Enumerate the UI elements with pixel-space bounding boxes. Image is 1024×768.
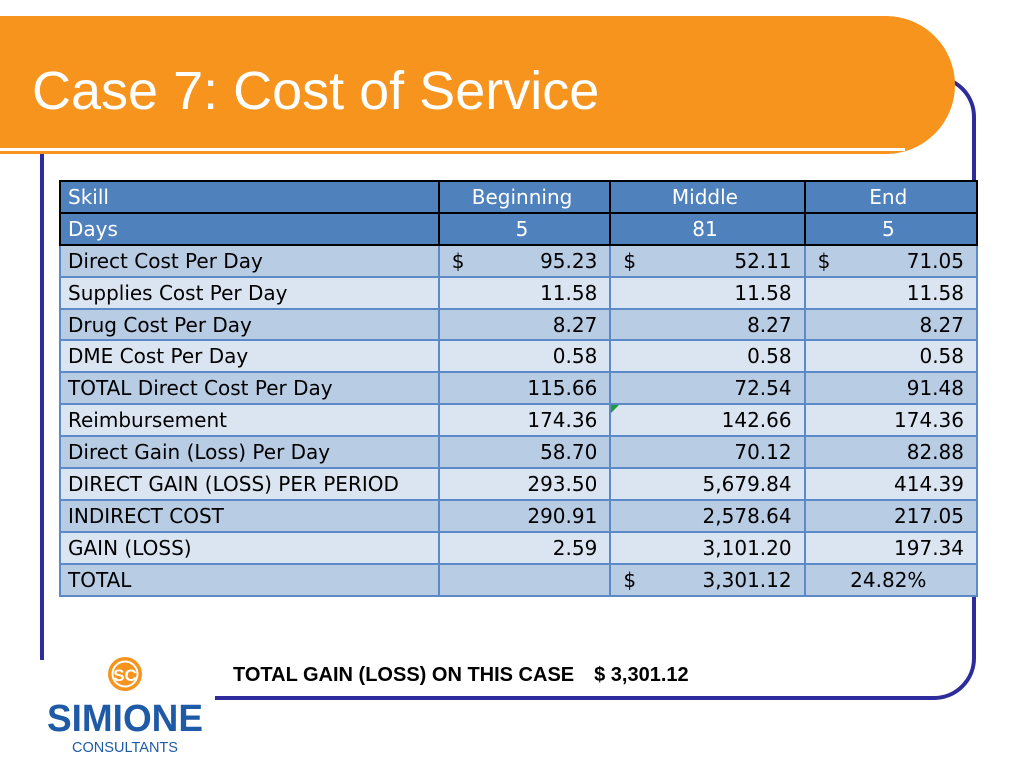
table-row: TOTAL Direct Cost Per Day 115.66 72.54 9…	[59, 371, 979, 406]
currency-symbol: $	[451, 248, 465, 273]
currency-symbol: $	[817, 248, 831, 273]
cell-value: 95.23	[540, 248, 598, 273]
title-underline	[0, 148, 905, 151]
cell-middle: 72.54	[609, 371, 806, 406]
cell-middle: 3,101.20	[609, 530, 806, 565]
table-days-row: Days 5 81 5	[59, 211, 979, 246]
days-middle: 81	[609, 211, 806, 246]
row-label: Direct Gain (Loss) Per Day	[59, 435, 440, 470]
cell-middle: 11.58	[609, 275, 806, 310]
header-middle: Middle	[609, 180, 806, 214]
frame-gap	[0, 660, 215, 768]
row-label: Supplies Cost Per Day	[59, 275, 440, 310]
logo-monogram: SC	[113, 666, 137, 685]
currency-symbol: $	[623, 248, 637, 273]
total-middle: $3,301.12	[609, 562, 806, 597]
days-label: Days	[59, 211, 440, 246]
cell-beginning: 2.59	[437, 530, 612, 565]
cell-middle: 70.12	[609, 435, 806, 470]
cell-beginning: $95.23	[437, 243, 612, 278]
currency-symbol: $	[623, 567, 637, 592]
cell-beginning: 174.36	[437, 403, 612, 438]
sc-monogram-icon: SC	[108, 657, 142, 691]
cell-beginning: 8.27	[437, 307, 612, 342]
row-label: Drug Cost Per Day	[59, 307, 440, 342]
cell-beginning: 293.50	[437, 467, 612, 501]
logo-name: SIMIONE	[47, 698, 203, 740]
row-label: GAIN (LOSS)	[59, 530, 440, 565]
cell-end: 82.88	[803, 435, 979, 470]
slide-title: Case 7: Cost of Service	[32, 61, 600, 121]
error-indicator-icon	[611, 405, 620, 414]
cell-end: 197.34	[803, 530, 979, 565]
row-label: INDIRECT COST	[59, 498, 440, 533]
cell-middle: 0.58	[609, 339, 806, 374]
table-row: Drug Cost Per Day 8.27 8.27 8.27	[59, 307, 979, 342]
total-end: 24.82%	[803, 562, 979, 597]
cell-beginning: 11.58	[437, 275, 612, 310]
summary-label: TOTAL GAIN (LOSS) ON THIS CASE	[233, 664, 575, 686]
cell-beginning: 0.58	[437, 339, 612, 374]
table-row: DIRECT GAIN (LOSS) PER PERIOD 293.50 5,6…	[59, 467, 979, 501]
title-bar: Case 7: Cost of Service	[0, 16, 955, 154]
cell-end: $71.05	[803, 243, 979, 278]
table-row: Direct Cost Per Day $95.23 $52.11 $71.05	[59, 243, 979, 278]
cell-end: 11.58	[803, 275, 979, 310]
table-row: Supplies Cost Per Day 11.58 11.58 11.58	[59, 275, 979, 310]
table-header-row: Skill Beginning Middle End	[59, 180, 979, 214]
cell-end: 174.36	[803, 403, 979, 438]
simione-consultants-logo: SC SIMIONE CONSULTANTS	[47, 657, 203, 756]
table-total-row: TOTAL $3,301.12 24.82%	[59, 562, 979, 597]
cell-middle: 2,578.64	[609, 498, 806, 533]
row-label: DIRECT GAIN (LOSS) PER PERIOD	[59, 467, 440, 501]
table-row: Reimbursement 174.36 142.66 174.36	[59, 403, 979, 438]
summary-amount: $ 3,301.12	[594, 664, 689, 686]
row-label: TOTAL Direct Cost Per Day	[59, 371, 440, 406]
cell-value: 3,301.12	[702, 567, 792, 592]
cell-value: 71.05	[906, 248, 964, 273]
table-row: GAIN (LOSS) 2.59 3,101.20 197.34	[59, 530, 979, 565]
cell-middle: 8.27	[609, 307, 806, 342]
row-label: Reimbursement	[59, 403, 440, 438]
table-row: INDIRECT COST 290.91 2,578.64 217.05	[59, 498, 979, 533]
cell-middle: 142.66	[609, 403, 806, 438]
cell-end: 8.27	[803, 307, 979, 342]
total-gain-summary: TOTAL GAIN (LOSS) ON THIS CASE $ 3,301.12	[233, 664, 689, 687]
header-skill: Skill	[59, 180, 440, 214]
row-label: Direct Cost Per Day	[59, 243, 440, 278]
cell-end: 91.48	[803, 371, 979, 406]
table-row: DME Cost Per Day 0.58 0.58 0.58	[59, 339, 979, 374]
cell-beginning: 290.91	[437, 498, 612, 533]
total-beginning	[437, 562, 612, 597]
table-row: Direct Gain (Loss) Per Day 58.70 70.12 8…	[59, 435, 979, 470]
cell-end: 414.39	[803, 467, 979, 501]
days-beginning: 5	[437, 211, 612, 246]
total-label: TOTAL	[59, 562, 440, 597]
cost-table: Skill Beginning Middle End Days 5 81 5 D…	[59, 180, 979, 597]
cell-beginning: 58.70	[437, 435, 612, 470]
cell-end: 217.05	[803, 498, 979, 533]
cell-end: 0.58	[803, 339, 979, 374]
header-end: End	[803, 180, 979, 214]
header-beginning: Beginning	[437, 180, 612, 214]
logo-tagline: CONSULTANTS	[72, 739, 178, 756]
days-end: 5	[803, 211, 979, 246]
cell-beginning: 115.66	[437, 371, 612, 406]
row-label: DME Cost Per Day	[59, 339, 440, 374]
cell-middle: 5,679.84	[609, 467, 806, 501]
cell-value: 142.66	[721, 408, 792, 433]
cell-value: 52.11	[734, 248, 792, 273]
cell-middle: $52.11	[609, 243, 806, 278]
